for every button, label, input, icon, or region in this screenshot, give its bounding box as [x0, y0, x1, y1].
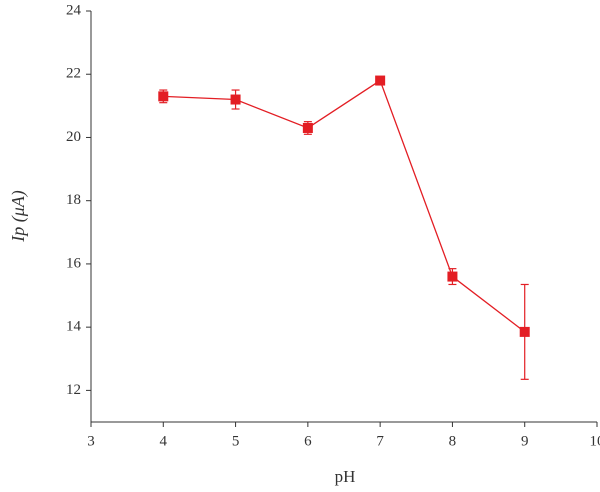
x-tick-label: 9 [521, 433, 529, 449]
data-point [230, 94, 241, 105]
y-tick-label: 16 [66, 255, 82, 271]
y-tick-label: 20 [66, 129, 81, 145]
y-tick-label: 12 [66, 382, 81, 398]
x-tick-label: 3 [87, 433, 95, 449]
x-tick-label: 5 [232, 433, 240, 449]
x-tick-label: 10 [590, 433, 600, 449]
x-tick-label: 7 [376, 433, 384, 449]
y-tick-label: 14 [66, 319, 82, 335]
x-tick-label: 8 [449, 433, 457, 449]
data-point [447, 271, 458, 282]
y-tick-label: 18 [66, 192, 81, 208]
x-tick-label: 6 [304, 433, 312, 449]
data-point [302, 122, 313, 133]
y-tick-label: 22 [66, 66, 81, 82]
data-line [163, 79, 526, 333]
data-point [158, 91, 169, 102]
data-point [519, 326, 530, 337]
data-point [375, 75, 386, 86]
y-tick-label: 24 [66, 2, 82, 18]
x-axis-label: pH [335, 467, 356, 486]
x-tick-label: 4 [160, 433, 168, 449]
y-axis-label: Ip (μA) [8, 190, 29, 243]
